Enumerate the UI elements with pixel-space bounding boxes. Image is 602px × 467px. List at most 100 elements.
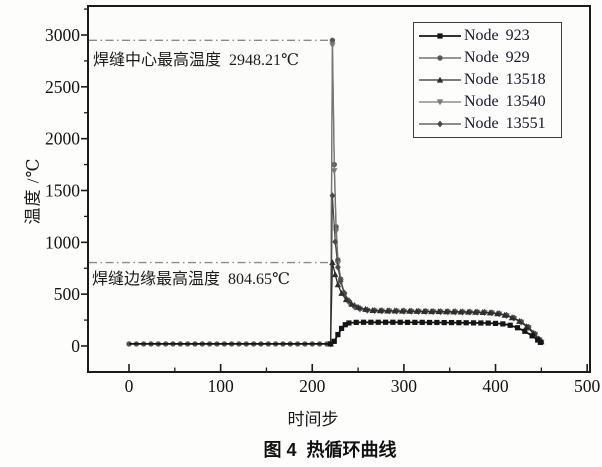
triangle-up-marker-icon <box>331 271 339 278</box>
square-marker-icon <box>437 33 443 39</box>
square-marker-icon <box>375 319 381 325</box>
diamond-marker-icon <box>335 263 341 271</box>
square-marker-icon <box>500 321 506 327</box>
x-tick-label: 200 <box>299 376 326 396</box>
x-tick-label: 300 <box>391 376 418 396</box>
triangle-up-marker-icon <box>494 310 501 317</box>
square-marker-icon <box>353 319 359 325</box>
triangle-up-marker-icon <box>354 303 362 310</box>
diamond-marker-icon <box>332 238 339 246</box>
square-marker-icon <box>434 319 440 326</box>
square-marker-icon <box>412 319 418 325</box>
square-marker-icon <box>327 341 334 347</box>
figure-caption: 图 4 热循环曲线 <box>263 440 397 460</box>
circle-marker-icon <box>329 37 336 44</box>
triangle-up-marker-icon <box>369 306 376 313</box>
diamond-marker-icon <box>337 277 344 285</box>
square-marker-icon <box>335 331 341 338</box>
triangle-up-marker-icon <box>457 308 464 315</box>
triangle-up-marker-icon <box>398 307 406 314</box>
triangle-up-marker-icon <box>428 308 435 315</box>
square-marker-icon <box>397 319 403 325</box>
triangle-up-marker-icon <box>384 307 391 314</box>
square-marker-icon <box>522 328 528 334</box>
square-marker-icon <box>514 325 521 331</box>
triangle-up-marker-icon <box>376 307 384 314</box>
square-marker-icon <box>478 320 484 326</box>
legend-item: Node 13518 <box>417 69 558 90</box>
legend-label: Node 13540 <box>464 93 546 111</box>
diamond-marker-icon <box>341 289 348 297</box>
square-marker-icon <box>529 333 535 339</box>
triangle-up-marker-icon <box>472 308 479 315</box>
legend-item: Node 13540 <box>417 92 558 113</box>
diamond-marker-icon <box>437 120 443 128</box>
circle-marker-icon <box>437 55 443 61</box>
triangle-down-marker-icon <box>329 42 336 49</box>
square-marker-icon <box>419 319 425 325</box>
square-marker-icon <box>360 319 367 325</box>
y-tick-label: 2500 <box>45 77 80 97</box>
triangle-up-marker-icon <box>479 309 486 316</box>
triangle-up-marker-icon <box>442 308 450 315</box>
x-tick-label: 500 <box>574 376 601 396</box>
square-marker-icon <box>368 319 374 325</box>
square-marker-icon <box>492 320 499 326</box>
legend-item: Node 13551 <box>417 114 558 135</box>
square-marker-icon <box>346 320 352 326</box>
x-axis-label: 时间步 <box>287 410 339 429</box>
triangle-down-marker-icon <box>331 168 338 175</box>
square-marker-icon <box>404 319 411 325</box>
triangle-up-marker-icon <box>516 317 523 324</box>
y-axis-label: 温度 /℃ <box>23 157 43 225</box>
square-marker-icon <box>535 337 541 343</box>
square-marker-icon <box>463 320 469 326</box>
triangle-up-marker-icon <box>501 311 508 318</box>
triangle-up-marker-icon <box>334 281 342 288</box>
square-marker-icon <box>331 338 337 344</box>
diamond-marker-icon <box>417 116 463 132</box>
legend-label: Node 923 <box>464 26 530 44</box>
legend-item: Node 923 <box>417 25 558 46</box>
diamond-marker-icon <box>329 192 336 200</box>
triangle-up-marker-icon <box>486 309 494 316</box>
triangle-up-marker-icon <box>420 307 428 314</box>
triangle-up-marker-icon <box>342 296 350 303</box>
triangle-up-marker-icon <box>338 289 345 296</box>
triangle-up-marker-icon <box>348 300 355 307</box>
legend: Node 923 Node 929 Node 13518 Node 13540 … <box>413 22 562 138</box>
y-tick-label: 1500 <box>45 180 80 200</box>
triangle-up-marker-icon <box>464 308 472 315</box>
square-marker-icon <box>390 319 396 325</box>
square-marker-icon <box>456 320 462 326</box>
y-tick-label: 3000 <box>45 25 80 45</box>
x-tick-label: 0 <box>125 376 134 396</box>
circle-marker-icon <box>417 50 463 66</box>
y-tick-label: 0 <box>71 336 80 356</box>
square-marker-icon <box>441 319 447 326</box>
square-marker-icon <box>448 319 455 326</box>
triangle-up-marker-icon <box>413 307 420 314</box>
triangle-up-marker-icon <box>435 308 442 315</box>
square-marker-icon <box>470 320 477 326</box>
triangle-down-marker-icon <box>436 99 444 106</box>
legend-label: Node 13551 <box>464 115 546 133</box>
triangle-up-marker-icon <box>523 323 530 330</box>
triangle-up-marker-icon <box>508 314 516 321</box>
triangle-down-marker-icon <box>417 94 463 110</box>
triangle-up-marker-icon <box>406 307 413 314</box>
triangle-up-marker-icon <box>417 72 463 88</box>
square-marker-icon <box>338 325 345 331</box>
y-tick-label: 1000 <box>45 232 80 252</box>
triangle-up-marker-icon <box>436 76 444 83</box>
square-marker-icon <box>382 319 389 325</box>
square-marker-icon <box>507 322 513 328</box>
square-marker-icon <box>342 322 348 328</box>
square-marker-icon <box>485 320 491 326</box>
y-tick-label: 2000 <box>45 129 80 149</box>
legend-label: Node 13518 <box>464 70 546 88</box>
legend-label: Node 929 <box>464 48 530 66</box>
triangle-up-marker-icon <box>362 305 369 312</box>
annotation-weld-center-max: 焊缝中心最高温度 2948.21℃ <box>93 52 299 69</box>
